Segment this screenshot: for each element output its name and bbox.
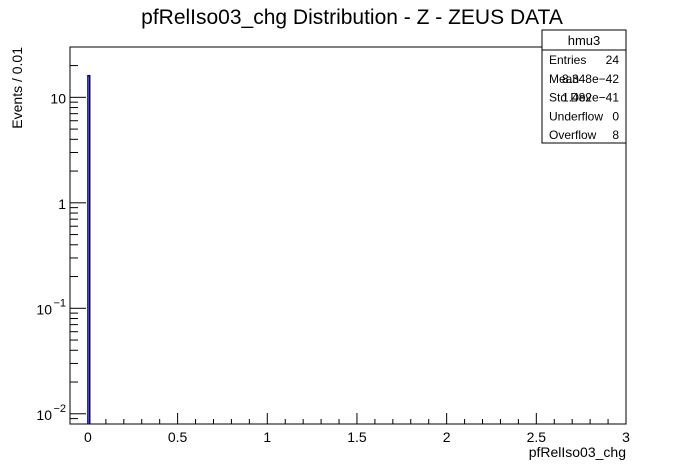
histogram-bars	[87, 75, 91, 424]
stats-row-label: Std Dev	[549, 91, 592, 105]
x-tick-label: 2	[443, 429, 451, 445]
y-tick-label: 10	[50, 90, 66, 106]
y-tick-exponent: −1	[53, 297, 66, 309]
stats-row-label: Underflow	[549, 109, 603, 123]
y-tick-label: 1	[58, 196, 66, 212]
stats-box-frame	[541, 29, 627, 144]
x-tick-label: 1	[263, 429, 271, 445]
x-tick-label: 3	[622, 429, 630, 445]
x-axis-label: pfRelIso03_chg	[529, 444, 626, 460]
stats-row-value: 0	[612, 109, 619, 123]
stats-row-value: 8	[612, 128, 619, 142]
x-tick-label: 0	[84, 429, 92, 445]
y-tick-label: 10	[36, 301, 52, 317]
histogram-bar	[87, 75, 91, 424]
x-axis: 0 0.5 1 1.5 2 2.5 3	[69, 413, 630, 445]
x-tick-label: 0.5	[168, 429, 188, 445]
stats-row-label: Mean	[549, 72, 579, 86]
stats-box-title: hmu3	[568, 33, 601, 48]
stats-row-value: 8.348e−42	[562, 72, 619, 86]
stats-row-label: Entries	[549, 53, 586, 67]
plot-frame	[69, 46, 627, 425]
y-axis-label: Events / 0.01	[9, 47, 25, 129]
stats-row-value: 24	[606, 53, 620, 67]
stats-row-value: 1.482e−41	[562, 91, 619, 105]
x-tick-label: 2.5	[527, 429, 547, 445]
y-tick-exponent: −2	[53, 403, 66, 415]
chart-title: pfRelIso03_chg Distribution - Z - ZEUS D…	[141, 6, 563, 29]
x-tick-label: 1.5	[347, 429, 367, 445]
y-tick-label: 10	[36, 407, 52, 423]
stats-row-label: Overflow	[549, 128, 597, 142]
